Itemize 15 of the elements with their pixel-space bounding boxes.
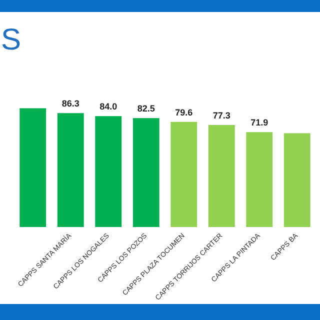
data-label: 82.5 bbox=[137, 104, 155, 114]
data-label: 71.9 bbox=[250, 118, 268, 128]
bar bbox=[20, 108, 46, 227]
chart-title: S bbox=[1, 24, 22, 56]
bar bbox=[95, 116, 122, 227]
bar bbox=[246, 132, 273, 227]
bar bbox=[208, 124, 235, 227]
data-label: 84.0 bbox=[100, 102, 118, 112]
data-label: 79.6 bbox=[175, 107, 193, 118]
bar bbox=[284, 133, 310, 227]
data-label: 77.3 bbox=[212, 110, 230, 120]
bar bbox=[57, 113, 84, 227]
bar bbox=[170, 122, 198, 227]
bar bbox=[132, 118, 160, 227]
data-label: 86.3 bbox=[62, 98, 80, 109]
